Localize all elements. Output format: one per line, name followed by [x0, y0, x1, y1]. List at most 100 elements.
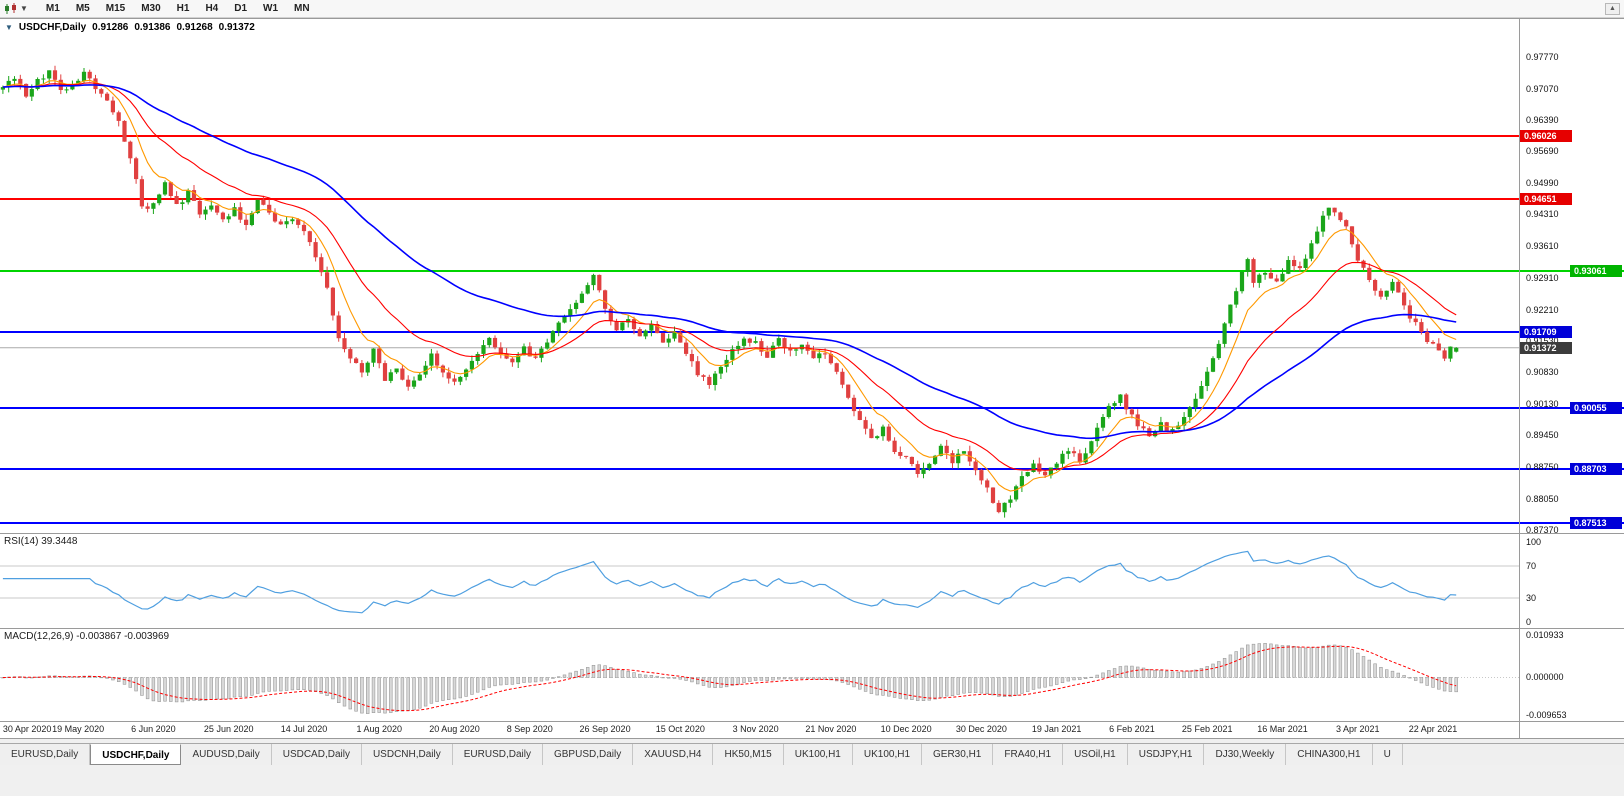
- date-axis-label: 19 Jan 2021: [1031, 724, 1082, 734]
- macd-axis-tick: 0.000000: [1526, 672, 1564, 683]
- date-axis-label: 25 Jun 2020: [203, 724, 254, 734]
- chart-open-value: 0.91286: [92, 22, 129, 33]
- chart-tab-USOil,H1[interactable]: USOil,H1: [1063, 744, 1128, 765]
- price-axis-tick: 0.97770: [1526, 51, 1559, 62]
- date-axis-label: 10 Dec 2020: [880, 724, 932, 734]
- date-axis-label: 20 Aug 2020: [429, 724, 480, 734]
- chart-tab-AUDUSD,Daily[interactable]: AUDUSD,Daily: [181, 744, 272, 765]
- chart-tab-GBPUSD,Daily[interactable]: GBPUSD,Daily: [543, 744, 634, 765]
- date-axis-label: 21 Nov 2020: [805, 724, 857, 734]
- chart-tab-USDCAD,Daily[interactable]: USDCAD,Daily: [272, 744, 362, 765]
- scroll-up-icon[interactable]: ▲: [1605, 2, 1620, 15]
- chart-ohlc-header: ▼ USDCHF,Daily 0.91286 0.91386 0.91268 0…: [5, 22, 255, 33]
- rsi-line: [2, 550, 1457, 614]
- chart-tab-DJ30,Weekly[interactable]: DJ30,Weekly: [1204, 744, 1287, 765]
- price-axis-tick: 0.96390: [1526, 114, 1559, 125]
- chart-tab-XAUUSD,H4[interactable]: XAUUSD,H4: [633, 744, 714, 765]
- macd-panel-label: MACD(12,26,9) -0.003867 -0.003969: [4, 631, 170, 642]
- timeframe-button-M1[interactable]: M1: [45, 3, 60, 14]
- price-level-badge: 0.96026: [1520, 130, 1572, 143]
- price-level-badge: 0.90055: [1570, 401, 1622, 414]
- price-level-badge: 0.87513: [1570, 517, 1622, 530]
- chart-tab-bar: EURUSD,Daily USDCHF,Daily AUDUSD,Daily USDC…: [0, 743, 1624, 765]
- price-level-badge: 0.91709: [1520, 326, 1572, 339]
- price-axis-tick: 0.88050: [1526, 493, 1559, 504]
- timeframe-button-W1[interactable]: W1: [263, 3, 279, 14]
- timeframe-button-M5[interactable]: M5: [75, 3, 90, 14]
- chart-window: ▼ USDCHF,Daily 0.91286 0.91386 0.91268 0…: [0, 18, 1624, 739]
- rsi-axis-tick: 70: [1526, 561, 1537, 571]
- chart-low-value: 0.91268: [176, 22, 213, 33]
- macd-indicator-canvas[interactable]: [0, 629, 1519, 722]
- price-level-badge: 0.88703: [1570, 463, 1622, 476]
- price-axis-tick: 0.97070: [1526, 83, 1559, 94]
- chart-tab-CHINA300,H1[interactable]: CHINA300,H1: [1286, 744, 1373, 765]
- main-chart-canvas[interactable]: [0, 19, 1519, 533]
- date-axis-label: 3 Apr 2021: [1335, 724, 1380, 734]
- date-axis-label: 26 Sep 2020: [579, 724, 631, 734]
- window-gap: [0, 739, 1624, 743]
- panel-splitter-rsi[interactable]: [0, 533, 1624, 534]
- current-price-badge: 0.91372: [1520, 341, 1572, 354]
- chart-tab-USDJPY,H1[interactable]: USDJPY,H1: [1128, 744, 1205, 765]
- timeframe-button-H1[interactable]: H1: [176, 3, 190, 14]
- timeframe-button-D1[interactable]: D1: [234, 3, 248, 14]
- chart-tab-GER30,H1[interactable]: GER30,H1: [922, 744, 994, 765]
- rsi-axis-tick: 30: [1526, 593, 1537, 603]
- price-axis-tick: 0.87370: [1526, 524, 1559, 535]
- date-axis-label: 30 Apr 2020: [2, 724, 52, 734]
- chart-tab-USDCHF,Daily[interactable]: USDCHF,Daily: [90, 744, 182, 765]
- chart-high-value: 0.91386: [134, 22, 171, 33]
- chart-tab-USDCNH,Daily[interactable]: USDCNH,Daily: [362, 744, 453, 765]
- macd-axis-tick: -0.009653: [1526, 710, 1567, 720]
- chart-tab-HK50,M15[interactable]: HK50,M15: [713, 744, 784, 765]
- date-axis-label: 1 Aug 2020: [356, 724, 403, 734]
- price-hline-0.90055[interactable]: [0, 406, 1624, 409]
- price-axis-tick: 0.94310: [1526, 209, 1559, 220]
- macd-signal-line: [2, 645, 1457, 712]
- price-hline-0.87513[interactable]: [0, 522, 1624, 525]
- price-hline-0.96026[interactable]: [0, 135, 1519, 138]
- date-axis-label: 16 Mar 2021: [1257, 724, 1308, 734]
- price-axis-tick: 0.92910: [1526, 272, 1559, 283]
- chart-tab-UK100,H1[interactable]: UK100,H1: [853, 744, 923, 765]
- date-axis-label: 6 Feb 2021: [1109, 724, 1155, 734]
- price-axis-tick: 0.89450: [1526, 430, 1559, 441]
- chart-tab-EURUSD,Daily[interactable]: EURUSD,Daily: [453, 744, 543, 765]
- chart-type-selector[interactable]: ▼: [4, 2, 28, 15]
- panel-splitter-macd[interactable]: [0, 628, 1624, 629]
- timeframe-toolbar: ▼ M1 M5 M15 M30 H1 H4 D1 W1 MN ▲: [0, 0, 1624, 18]
- price-hline-0.94651[interactable]: [0, 197, 1519, 200]
- price-axis-tick: 0.90130: [1526, 399, 1559, 410]
- price-axis-tick: 0.88750: [1526, 462, 1559, 473]
- chart-tab-EURUSD,Daily[interactable]: EURUSD,Daily: [0, 744, 91, 765]
- price-axis-tick: 0.94990: [1526, 178, 1559, 189]
- chart-tab-FRA40,H1[interactable]: FRA40,H1: [993, 744, 1064, 765]
- chart-tab-U[interactable]: U: [1373, 744, 1403, 765]
- slow-ma: [2, 84, 1457, 440]
- rsi-indicator-canvas[interactable]: [0, 534, 1519, 628]
- chevron-down-icon: ▼: [20, 4, 28, 13]
- price-hline-0.93061[interactable]: [0, 269, 1624, 272]
- timeframe-button-H4[interactable]: H4: [205, 3, 219, 14]
- price-axis-tick: 0.93610: [1526, 240, 1559, 251]
- date-axis-label: 22 Apr 2021: [1408, 724, 1458, 734]
- triangle-down-icon: ▼: [5, 23, 13, 32]
- date-axis-label: 15 Oct 2020: [655, 724, 705, 734]
- timeframe-button-M15[interactable]: M15: [105, 3, 126, 14]
- fast-ma: [2, 79, 1457, 492]
- date-axis-label: 3 Nov 2020: [732, 724, 779, 734]
- rsi-axis-tick: 0: [1526, 617, 1532, 627]
- timeframe-button-MN[interactable]: MN: [294, 3, 310, 14]
- price-axis-separator[interactable]: [1519, 19, 1520, 738]
- chart-symbol-label: USDCHF,Daily: [18, 22, 87, 33]
- chart-tab-UK100,H1[interactable]: UK100,H1: [784, 744, 853, 765]
- price-hline-0.88703[interactable]: [0, 468, 1624, 471]
- timeframe-button-M30[interactable]: M30: [141, 3, 161, 14]
- candlestick-chart-icon: [5, 2, 16, 14]
- mid-ma: [2, 82, 1457, 471]
- bottom-strip: [0, 765, 1624, 794]
- rsi-panel-label: RSI(14) 39.3448: [4, 536, 78, 547]
- rsi-axis-tick: 100: [1526, 537, 1542, 547]
- price-hline-0.91709[interactable]: [0, 331, 1519, 334]
